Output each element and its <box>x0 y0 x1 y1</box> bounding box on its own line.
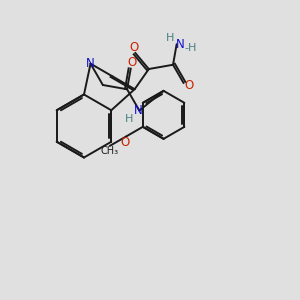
Text: O: O <box>185 80 194 92</box>
Text: CH₃: CH₃ <box>101 146 119 156</box>
Text: H: H <box>125 114 133 124</box>
Text: N: N <box>176 38 184 51</box>
Text: -H: -H <box>185 43 197 53</box>
Text: N: N <box>134 104 142 117</box>
Text: H: H <box>166 33 174 43</box>
Text: N: N <box>86 57 95 70</box>
Text: O: O <box>121 136 130 148</box>
Text: O: O <box>128 56 137 69</box>
Text: O: O <box>129 41 139 54</box>
